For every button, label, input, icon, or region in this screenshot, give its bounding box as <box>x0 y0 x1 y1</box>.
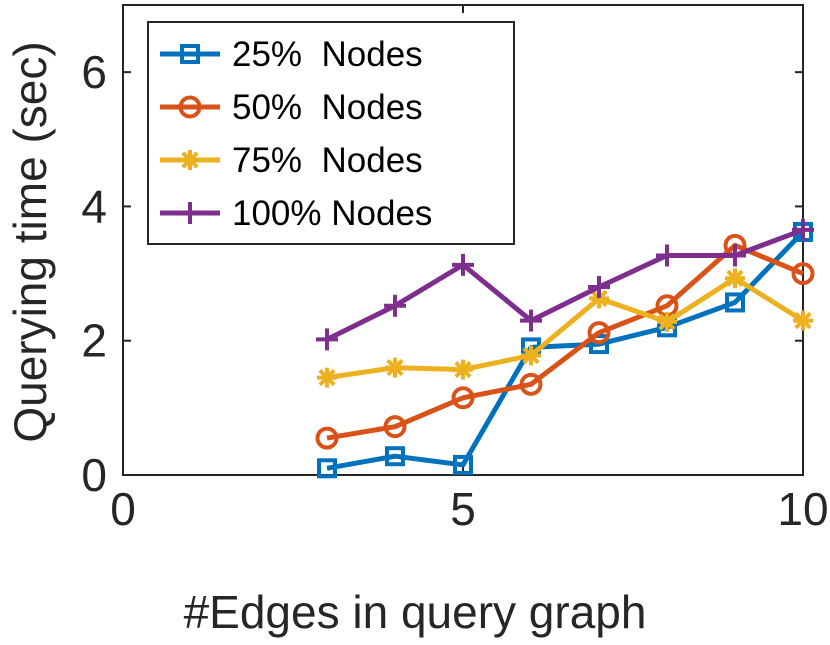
series-1-point-7 <box>791 262 815 286</box>
series-2-point-6 <box>725 268 745 289</box>
series-2-point-5 <box>657 311 677 332</box>
series-0-point-0 <box>317 458 337 479</box>
legend-label-3: 100% Nodes <box>232 194 432 233</box>
series-line-0 <box>326 230 805 471</box>
x-tick-label-2: 10 <box>777 483 828 535</box>
legend-marker-1 <box>178 95 202 119</box>
axis-ticks: 0 5 10 0 2 4 6 <box>81 5 829 535</box>
series-2-point-7 <box>793 310 813 331</box>
series-1-point-2 <box>451 386 475 410</box>
series-3-point-2 <box>452 253 474 276</box>
series-3-point-7 <box>792 218 814 241</box>
legend-marker-3 <box>179 202 201 224</box>
x-axis-label: #Edges in query graph <box>184 586 647 638</box>
series-1-point-1 <box>383 415 407 439</box>
series-2-point-2 <box>453 359 473 380</box>
series-1-point-3 <box>519 372 543 396</box>
series-3-point-3 <box>520 309 542 332</box>
series-layer <box>315 218 815 479</box>
x-tick-label-0: 0 <box>110 483 136 535</box>
legend-label-1: 50% Nodes <box>232 88 423 127</box>
series-0-point-4 <box>589 334 609 355</box>
y-tick-label-2: 4 <box>81 180 107 232</box>
series-3-point-1 <box>384 294 406 317</box>
series-line-2 <box>326 275 805 381</box>
series-3-point-4 <box>588 276 610 298</box>
series-3-point-5 <box>656 244 678 267</box>
legend-label-0: 25% Nodes <box>232 35 423 74</box>
y-tick-label-1: 2 <box>81 315 107 367</box>
legend-marker-0 <box>180 44 200 64</box>
y-tick-label-3: 6 <box>81 46 107 98</box>
y-tick-label-0: 0 <box>81 449 107 501</box>
series-0-point-6 <box>725 292 745 313</box>
series-1-point-0 <box>315 426 339 450</box>
series-line-3 <box>325 227 804 342</box>
legend-box <box>147 21 515 245</box>
x-tick-label-1: 5 <box>450 483 476 535</box>
series-2-point-0 <box>317 367 337 388</box>
y-axis-label: Querying time (sec) <box>4 41 56 442</box>
legend: 25% Nodes 50% Nodes 75% Nodes 100% Nodes <box>147 21 515 245</box>
series-2-point-1 <box>385 357 405 378</box>
series-0-point-1 <box>385 446 405 467</box>
series-3-point-6 <box>724 244 746 267</box>
legend-marker-2 <box>180 150 200 170</box>
series-1-point-4 <box>587 321 611 345</box>
series-2-point-3 <box>521 345 541 366</box>
legend-label-2: 75% Nodes <box>232 141 423 180</box>
series-3-point-0 <box>316 328 338 351</box>
series-0-point-2 <box>453 454 473 475</box>
